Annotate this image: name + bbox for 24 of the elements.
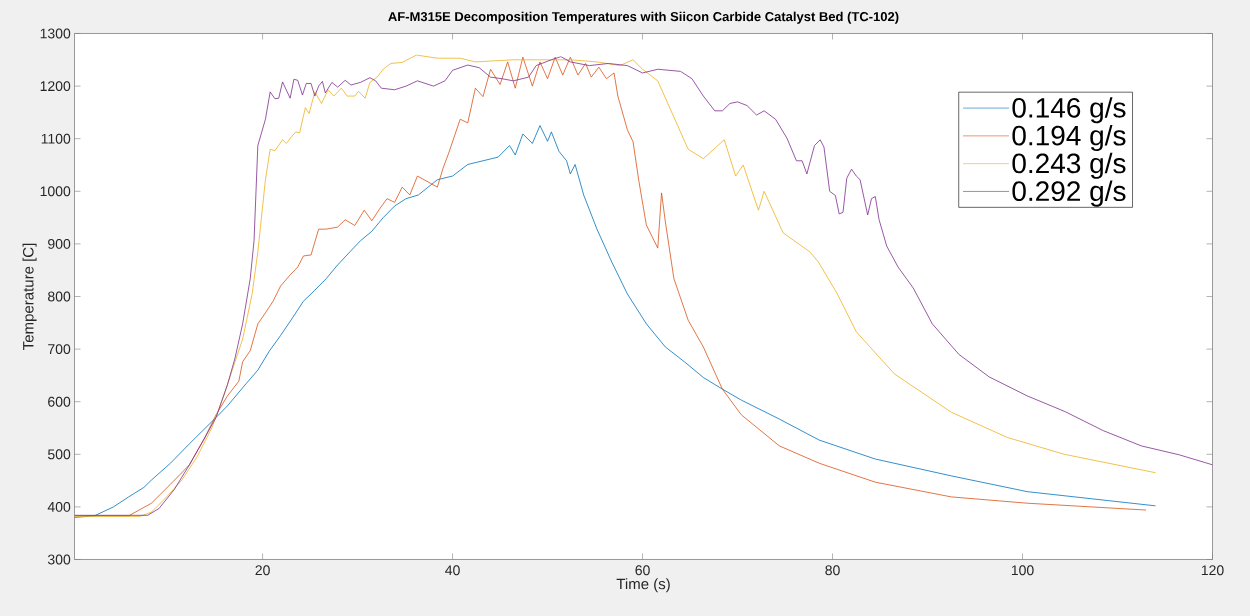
x-tick-label: 120 <box>1201 565 1224 576</box>
x-tick-label: 60 <box>635 565 650 576</box>
y-tick-label: 400 <box>47 501 71 512</box>
legend-label: 0.146 g/s <box>1012 97 1126 124</box>
y-tick-label: 1100 <box>41 133 71 144</box>
y-axis-title: Temperature [C] <box>22 243 37 350</box>
y-tick-label: 600 <box>48 396 71 407</box>
x-tick-label: 100 <box>1011 565 1034 576</box>
y-tick-label: 300 <box>47 554 71 565</box>
y-tick-label: 500 <box>47 449 71 460</box>
x-tick-label: 20 <box>255 565 270 576</box>
y-tick-label: 900 <box>48 238 71 249</box>
y-tick-label: 700 <box>48 344 71 355</box>
x-axis-title: Time (s) <box>616 578 670 593</box>
y-tick-label: 1000 <box>40 186 71 197</box>
y-tick-label: 800 <box>48 291 71 302</box>
chart-title: AF-M315E Decomposition Temperatures with Siicon Carbide Catalyst Bed (TC-102) <box>388 11 899 24</box>
x-tick-label: 80 <box>825 565 840 576</box>
y-tick-label: 1200 <box>40 81 71 92</box>
legend-label: 0.194 g/s <box>1012 124 1126 152</box>
y-tick-label: 1300 <box>40 28 71 39</box>
x-tick-label: 40 <box>445 565 460 576</box>
legend-label: 0.292 g/s <box>1012 180 1126 207</box>
legend-label: 0.243 g/s <box>1012 152 1126 179</box>
